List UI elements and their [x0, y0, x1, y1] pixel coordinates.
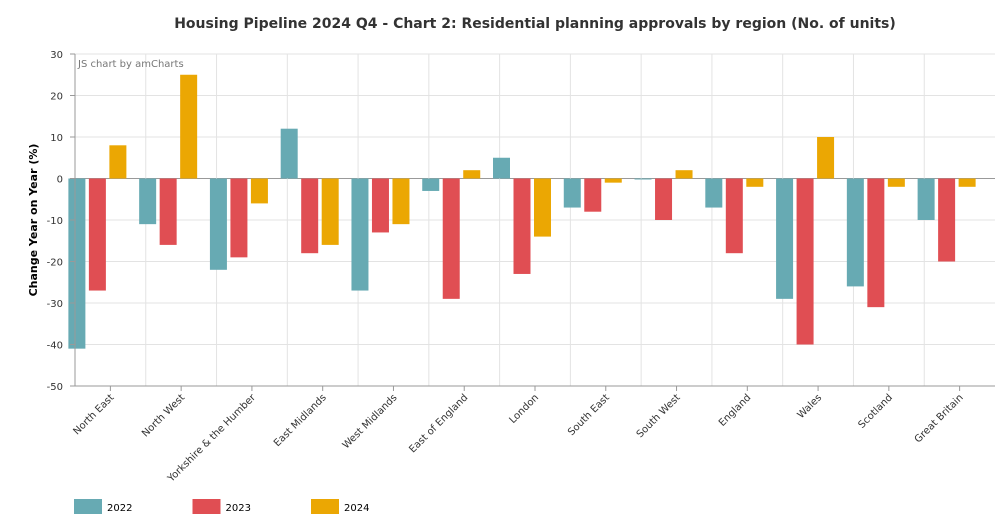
- bar-2024[interactable]: [958, 178, 976, 187]
- bar-2024[interactable]: [463, 170, 481, 179]
- y-tick-label: 30: [50, 50, 63, 61]
- x-tick-label: East Midlands: [272, 392, 329, 449]
- legend: 2022 2023 2024: [74, 499, 369, 514]
- legend-swatch-2023[interactable]: [192, 499, 221, 514]
- bar-2024[interactable]: [675, 170, 693, 179]
- bar-2023[interactable]: [655, 178, 673, 221]
- bar-2023[interactable]: [867, 178, 885, 308]
- bar-2024[interactable]: [817, 137, 835, 179]
- bar-2022[interactable]: [68, 178, 86, 349]
- bar-2023[interactable]: [159, 178, 177, 245]
- x-tick-label: England: [717, 392, 753, 428]
- bar-2024[interactable]: [180, 74, 198, 179]
- chart-credit[interactable]: JS chart by amCharts: [77, 59, 184, 70]
- x-tick-label: Great Britain: [913, 392, 966, 445]
- bar-2023[interactable]: [442, 178, 460, 299]
- bar-2023[interactable]: [584, 178, 602, 212]
- chart-title: Housing Pipeline 2024 Q4 - Chart 2: Resi…: [174, 16, 896, 32]
- bar-2022[interactable]: [846, 178, 864, 287]
- bar-2023[interactable]: [796, 178, 814, 345]
- y-tick-label: -40: [47, 341, 63, 352]
- bar-2024[interactable]: [321, 178, 339, 245]
- bar-2024[interactable]: [250, 178, 268, 204]
- y-tick-label: 0: [57, 175, 63, 186]
- bar-2024[interactable]: [534, 178, 551, 237]
- legend-label[interactable]: 2022: [107, 503, 132, 514]
- x-tick-label: Wales: [796, 392, 825, 421]
- bar-2023[interactable]: [513, 178, 531, 274]
- x-tick-label: London: [507, 392, 541, 426]
- bar-2023[interactable]: [230, 178, 248, 258]
- bar-2022[interactable]: [139, 178, 157, 225]
- x-tick-label: North West: [140, 392, 187, 439]
- y-tick-label: -50: [47, 382, 63, 393]
- bar-2024[interactable]: [746, 178, 764, 187]
- x-tick-label: West Midlands: [341, 392, 400, 451]
- bar-2023[interactable]: [88, 178, 106, 291]
- bar-2024[interactable]: [604, 178, 622, 183]
- bar-2022[interactable]: [563, 178, 581, 208]
- bar-2023[interactable]: [725, 178, 743, 254]
- bar-2022[interactable]: [280, 128, 298, 179]
- legend-label[interactable]: 2023: [226, 503, 251, 514]
- bar-2022[interactable]: [422, 178, 440, 191]
- y-tick-label: 20: [50, 92, 63, 103]
- legend-swatch-2024[interactable]: [311, 499, 339, 514]
- y-tick-label: -20: [47, 258, 63, 269]
- bar-2024[interactable]: [109, 145, 127, 179]
- x-tick-label: East of England: [407, 392, 470, 455]
- bar-2024[interactable]: [887, 178, 905, 187]
- y-tick-label: -10: [47, 216, 63, 227]
- bar-2022[interactable]: [917, 178, 935, 221]
- bar-2023[interactable]: [938, 178, 956, 262]
- y-tick-label: 10: [50, 133, 63, 144]
- x-tick-label: North East: [71, 392, 116, 437]
- bar-2023[interactable]: [301, 178, 319, 254]
- legend-swatch-2022[interactable]: [74, 499, 102, 514]
- y-tick-label: -30: [47, 299, 63, 310]
- bar-2022[interactable]: [634, 178, 652, 180]
- x-tick-label: South East: [566, 392, 612, 438]
- bar-2024[interactable]: [392, 178, 410, 225]
- x-tick-label: South West: [635, 392, 683, 440]
- bars: [68, 74, 976, 349]
- bar-2022[interactable]: [493, 157, 510, 179]
- legend-label[interactable]: 2024: [344, 503, 369, 514]
- bar-2022[interactable]: [776, 178, 794, 299]
- bar-2023[interactable]: [371, 178, 389, 233]
- bar-2022[interactable]: [705, 178, 723, 208]
- x-tick-label: Scotland: [856, 392, 895, 431]
- bar-2022[interactable]: [351, 178, 369, 291]
- bar-2022[interactable]: [209, 178, 227, 270]
- y-axis-label: Change Year on Year (%): [27, 144, 40, 297]
